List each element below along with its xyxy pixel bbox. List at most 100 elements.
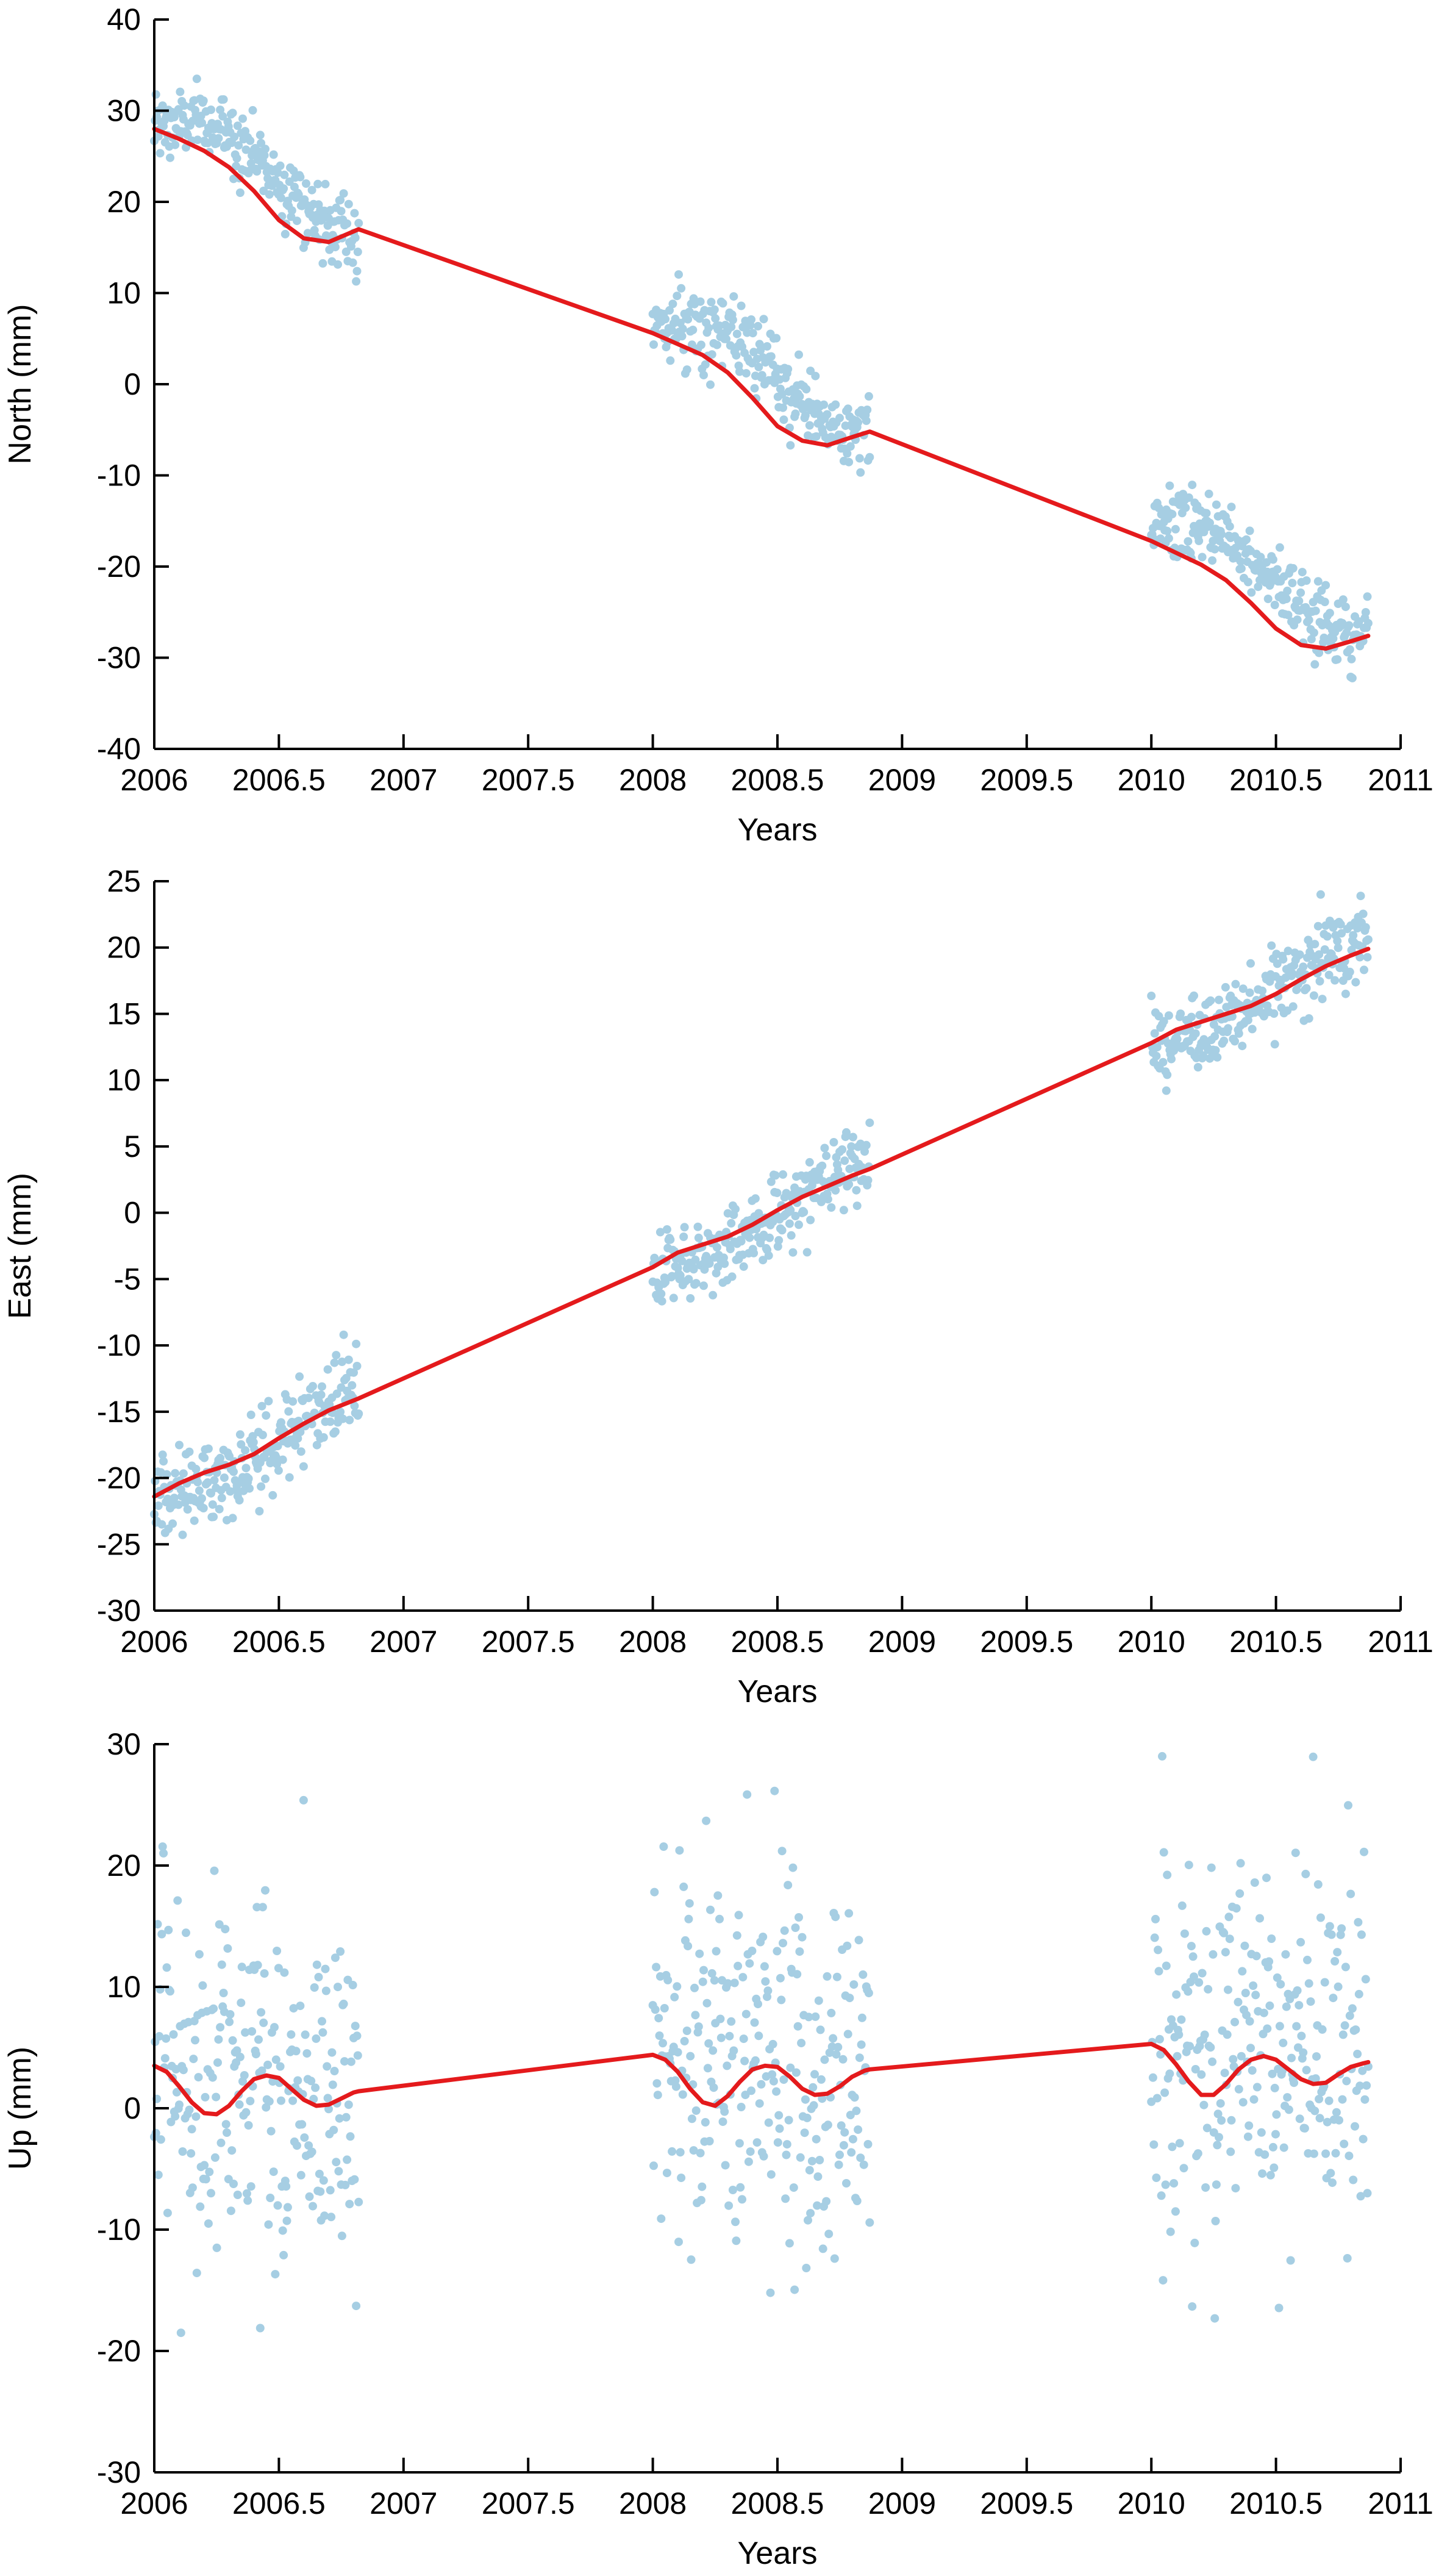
up-data-point [229,2180,238,2188]
east-data-point [1187,1012,1196,1021]
east-data-point [662,1225,671,1234]
north-data-point [805,421,814,430]
up-data-point [1231,2184,1240,2193]
up-data-point [859,1970,868,1979]
up-data-point [264,2220,273,2229]
east-data-point [1304,1014,1313,1023]
north-data-point [280,170,289,179]
east-data-point [258,1431,267,1439]
up-data-point [212,2092,221,2102]
east-data-point [848,1132,857,1142]
up-data-point [1241,1989,1250,1997]
north-data-point [843,404,852,413]
east-data-point [318,1382,326,1391]
north-data-point [707,298,716,307]
east-data-point [1323,932,1332,941]
up-data-point [159,1848,168,1858]
north-data-point [214,134,223,143]
up-data-point [1195,1978,1204,1987]
up-data-point [187,2149,196,2158]
east-data-point [336,1408,345,1417]
north-data-point [1210,545,1220,554]
up-data-point [1170,2179,1179,2188]
up-data-point [296,2002,305,2011]
east-data-point [183,1505,192,1514]
up-data-point [746,2147,755,2156]
north-data-point [704,323,713,332]
north-data-point [712,340,721,349]
north-data-point [1363,618,1373,628]
east-data-point [193,1478,202,1487]
up-data-point [1265,2001,1274,2010]
up-data-point [1154,1967,1163,1976]
north-data-point [279,184,288,193]
up-data-point [809,2083,818,2092]
north-data-point [246,159,255,168]
up-x-tick-label: 2011 [1368,2486,1434,2521]
up-data-point [337,2231,346,2241]
east-data-point [1284,946,1293,956]
up-data-point [1287,2053,1296,2063]
up-data-point [1225,1934,1234,1944]
up-data-point [1184,1987,1193,1996]
up-data-point [1217,2116,1226,2125]
up-data-point [1213,2109,1223,2119]
east-y-tick-label: -20 [97,1461,141,1495]
east-data-point [1191,1029,1200,1038]
east-data-point [241,1464,251,1473]
up-data-point [1162,1961,1171,1970]
up-data-point [1209,1950,1218,1959]
north-data-point [741,369,751,378]
north-data-point [339,189,348,198]
east-data-point [1337,929,1346,938]
east-data-point [154,1501,163,1510]
east-data-point [1193,1063,1202,1072]
up-y-tick-label: 0 [124,2091,141,2125]
up-data-point [698,2182,707,2191]
up-data-point [730,1978,739,1987]
up-data-point [160,2054,170,2063]
east-y-axis-title: East (mm) [2,1173,38,1319]
up-data-point [816,2025,825,2034]
east-data-point [191,1464,201,1473]
up-data-point [793,1970,802,1979]
up-data-point [162,2034,171,2043]
east-data-point [694,1233,703,1242]
north-data-point [845,457,854,467]
up-data-point [1315,2094,1324,2103]
up-data-point [1177,1901,1187,1910]
north-data-point [710,305,719,314]
north-data-point [171,140,180,149]
north-data-point [1283,586,1292,595]
east-data-point [712,1243,721,1252]
up-data-point [210,1866,219,1875]
up-data-point [690,1983,699,1992]
up-data-point [814,1996,823,2005]
up-data-point [1309,2149,1318,2158]
north-x-tick-label: 2008.5 [731,763,824,797]
up-data-point [210,2153,220,2162]
east-y-tick-label: 20 [107,931,141,965]
north-data-point [732,329,741,338]
north-data-point [1262,558,1271,567]
north-data-point [238,114,247,123]
up-data-point [743,1790,752,1799]
up-data-point [1190,2238,1199,2247]
north-y-tick-label: 0 [124,367,141,401]
up-data-point [321,1986,330,1995]
east-data-point [839,1206,848,1215]
east-data-point [159,1457,168,1466]
up-data-point [854,1936,863,1945]
north-data-point [296,173,305,182]
north-data-point [354,218,363,227]
up-data-point [257,2066,266,2075]
up-data-point [321,1964,330,1973]
east-data-point [217,1494,226,1503]
up-data-point [673,2048,682,2057]
up-data-point [1332,2108,1341,2117]
east-data-point [1246,959,1255,968]
up-data-point [225,2017,234,2027]
east-data-point [693,1222,702,1231]
up-data-point [673,1982,682,1991]
